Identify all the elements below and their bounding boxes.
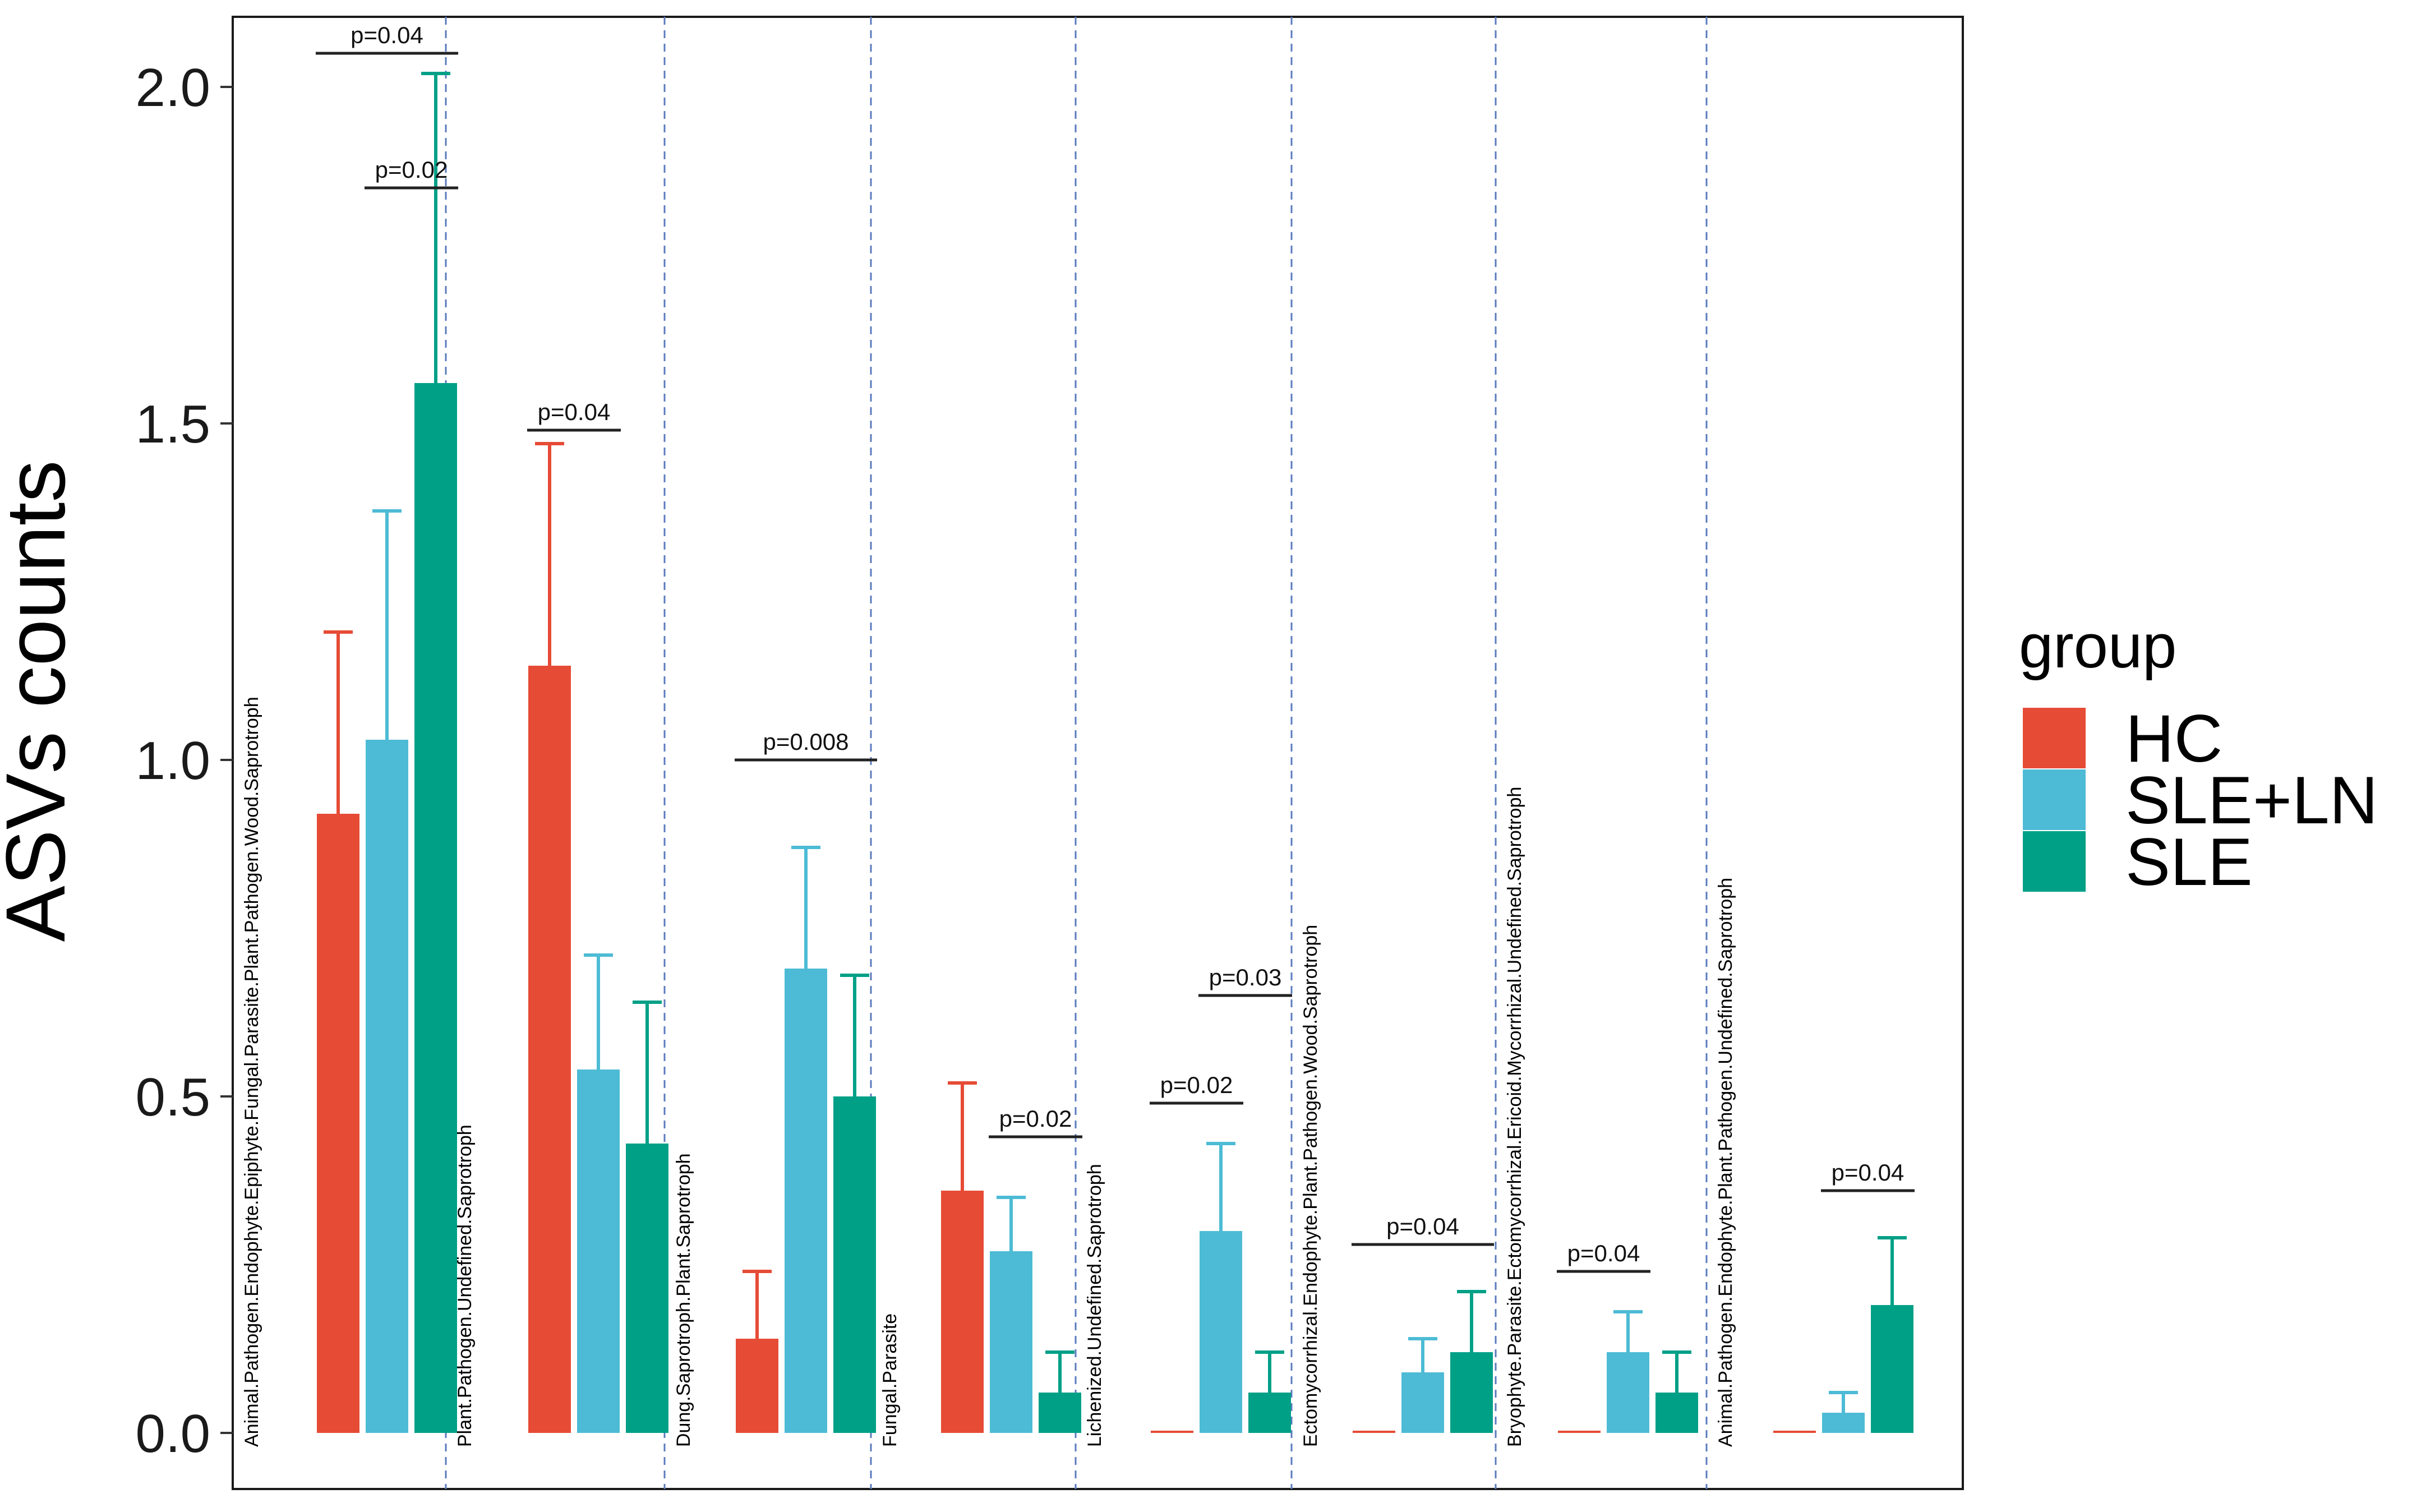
p-value-label: p=0.04	[538, 399, 611, 425]
bar-hc-3	[941, 1191, 984, 1433]
y-tick-label: 0.5	[136, 1067, 210, 1127]
category-label: Animal.Pathogen.Endophyte.Epiphyte.Funga…	[241, 697, 262, 1447]
bar-sleln-7	[1822, 1413, 1865, 1433]
category-label: Ectomycorrhizal.Endophyte.Plant.Pathogen…	[1300, 925, 1321, 1447]
bar-sle-6	[1655, 1393, 1698, 1433]
bar-sle-1	[626, 1144, 668, 1433]
legend-title: group	[2019, 612, 2176, 681]
y-tick-label: 1.0	[136, 731, 210, 791]
bars	[317, 383, 1913, 1433]
p-value-label: p=0.02	[999, 1105, 1072, 1132]
category-label: Dung.Saprotroph.Plant.Saprotroph	[673, 1153, 694, 1447]
bar-sleln-4	[1200, 1231, 1242, 1433]
bar-sleln-0	[366, 740, 408, 1433]
p-value-label: p=0.04	[351, 22, 423, 48]
category-label: Plant.Pathogen.Undefined.Saprotroph	[454, 1124, 476, 1447]
bar-sle-7	[1871, 1305, 1913, 1433]
bar-sleln-6	[1607, 1352, 1649, 1433]
p-value-label: p=0.04	[1567, 1240, 1640, 1266]
bar-sle-5	[1450, 1352, 1493, 1433]
p-value-label: p=0.04	[1386, 1213, 1459, 1239]
legend-label: SLE	[2125, 824, 2253, 900]
bar-hc-1	[528, 666, 571, 1433]
y-axis-title: ASVs counts	[0, 460, 82, 942]
y-axis: 0.0 0.5 1.0 1.5 2.0	[136, 58, 233, 1464]
y-tick-label: 2.0	[136, 58, 210, 118]
panel-border	[232, 16, 1964, 1490]
bar-sle-3	[1039, 1393, 1081, 1433]
error-bars	[324, 72, 1907, 1413]
bar-sleln-5	[1401, 1372, 1444, 1433]
bar-hc-2	[736, 1339, 778, 1433]
bar-hc-5	[1353, 1431, 1395, 1433]
p-value-label: p=0.03	[1209, 964, 1282, 990]
p-value-label: p=0.008	[763, 729, 849, 755]
category-label: Fungal.Parasite	[879, 1313, 901, 1447]
p-value-label: p=0.02	[375, 156, 448, 183]
legend-label: SLE+LN	[2125, 763, 2378, 838]
category-labels: Animal.Pathogen.Endophyte.Epiphyte.Funga…	[241, 697, 1736, 1447]
bar-sle-2	[833, 1096, 876, 1433]
bar-hc-4	[1151, 1431, 1193, 1433]
bar-hc-0	[317, 814, 359, 1433]
category-label: Animal.Pathogen.Endophyte.Plant.Pathogen…	[1715, 878, 1736, 1447]
legend-key-sleln	[2023, 769, 2086, 830]
y-tick-label: 0.0	[136, 1404, 210, 1464]
bar-sleln-2	[785, 969, 827, 1433]
p-value-label: p=0.02	[1160, 1072, 1233, 1098]
category-label: Lichenized.Undefined.Saprotroph	[1084, 1164, 1105, 1447]
bar-sle-0	[414, 383, 457, 1433]
bar-hc-6	[1558, 1431, 1601, 1433]
bar-hc-7	[1773, 1431, 1816, 1433]
bar-sleln-3	[990, 1251, 1032, 1433]
bar-sle-4	[1248, 1393, 1291, 1433]
y-tick-label: 1.5	[136, 394, 210, 454]
significance-annotations: p=0.04 p=0.02 p=0.04 p=0.008 p=0.02 p=0.02 p=0…	[316, 22, 1915, 1273]
legend-label: HC	[2125, 701, 2222, 776]
legend-key-sle	[2023, 831, 2086, 892]
legend-key-hc	[2023, 708, 2086, 768]
p-value-label: p=0.04	[1832, 1159, 1904, 1186]
plot-panel	[232, 16, 1964, 1490]
bar-sleln-1	[577, 1070, 620, 1433]
category-label: Bryophyte.Parasite.Ectomycorrhizal.Erico…	[1504, 787, 1525, 1447]
